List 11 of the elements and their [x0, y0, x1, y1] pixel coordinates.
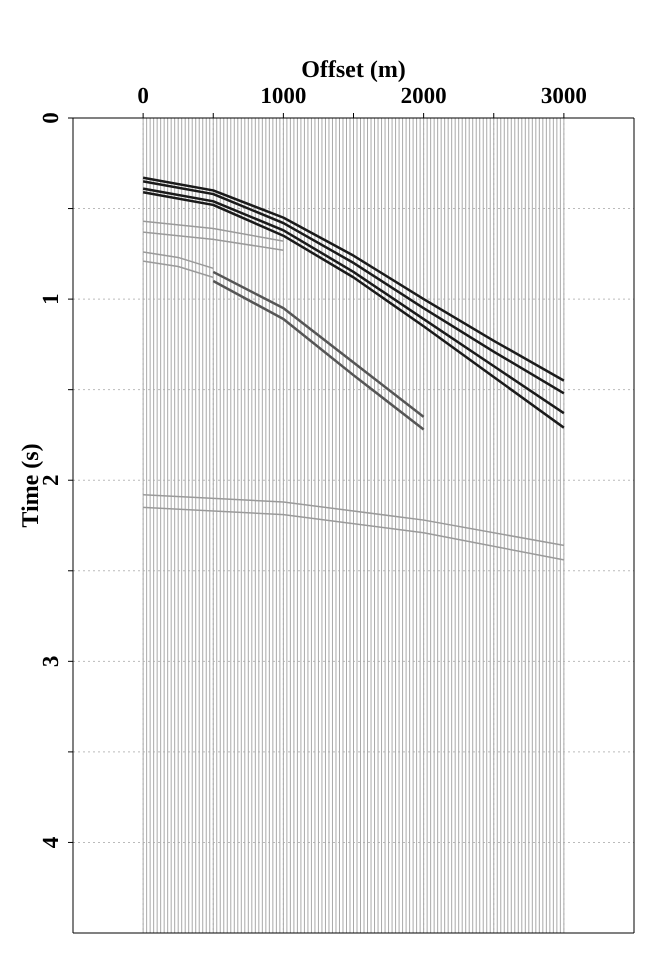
- y-tick-label: 1: [38, 293, 63, 305]
- y-tick-label: 0: [38, 112, 63, 124]
- x-tick-label: 1000: [260, 83, 306, 108]
- x-tick-label: 0: [137, 83, 149, 108]
- line-series: [142, 506, 565, 561]
- x-axis-title: Offset (m): [301, 57, 406, 84]
- x-tick-label: 3000: [540, 83, 587, 108]
- y-tick-label: 3: [38, 656, 63, 668]
- line-series: [142, 494, 565, 546]
- y-tick-label: 4: [38, 836, 63, 848]
- x-tick-label: 2000: [400, 83, 447, 108]
